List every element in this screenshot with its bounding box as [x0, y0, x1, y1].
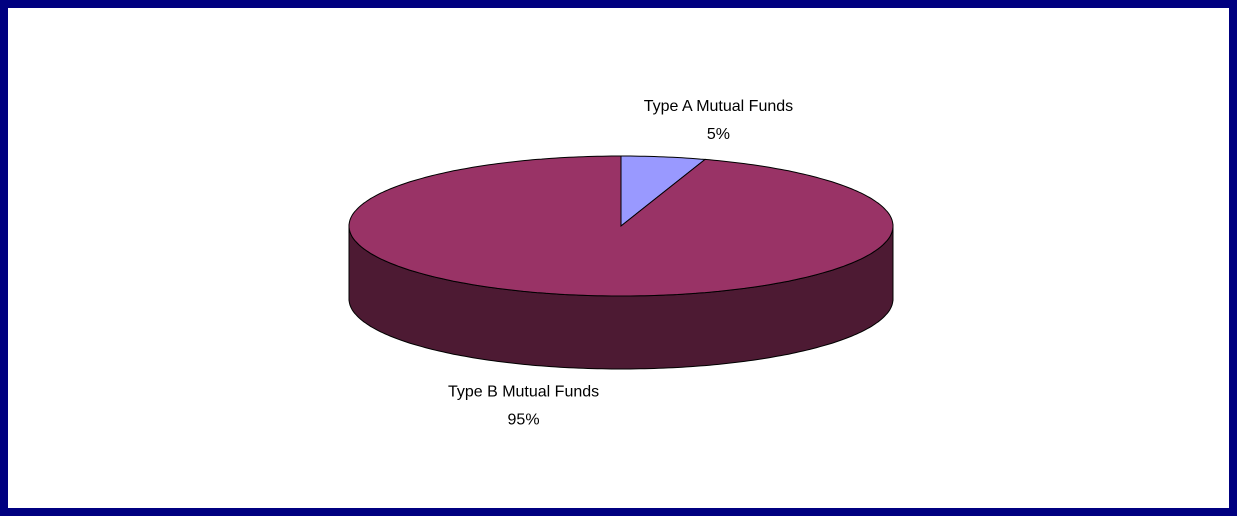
- pie-slice: [348, 155, 894, 297]
- slice-label: Type B Mutual Funds: [448, 384, 599, 401]
- slice-value-label: 95%: [508, 412, 540, 429]
- pie-slice: [620, 155, 707, 228]
- slice-label: Type A Mutual Funds: [644, 98, 793, 115]
- slice-value-label: 5%: [707, 126, 730, 143]
